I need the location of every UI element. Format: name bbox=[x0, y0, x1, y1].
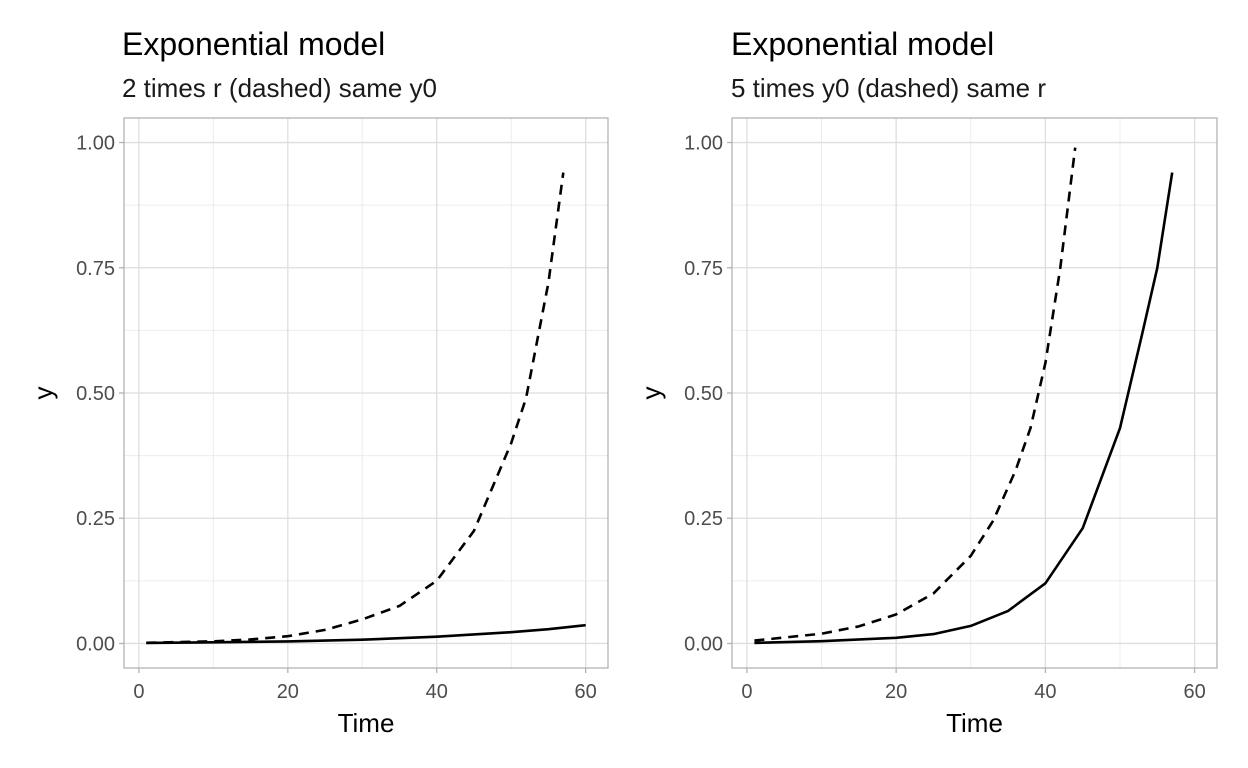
x-tick-label: 20 bbox=[277, 681, 299, 703]
x-tick-label: 0 bbox=[741, 681, 752, 703]
y-tick-label: 1.00 bbox=[684, 133, 723, 155]
chart-subtitle: 2 times r (dashed) same y0 bbox=[122, 73, 437, 103]
series-solid-line bbox=[754, 172, 1174, 645]
series-dashed-line bbox=[754, 147, 1077, 642]
y-tick-label: 0.00 bbox=[76, 633, 115, 655]
y-axis-label: y bbox=[28, 387, 58, 400]
y-tick-label: 0.25 bbox=[684, 508, 723, 530]
y-tick-label: 0.00 bbox=[684, 633, 723, 655]
chart-subtitle: 5 times y0 (dashed) same r bbox=[731, 73, 1046, 103]
y-tick-label: 0.50 bbox=[76, 383, 115, 405]
x-tick-label: 60 bbox=[1183, 681, 1205, 703]
panel-2: Exponential model 5 times y0 (dashed) sam… bbox=[636, 26, 1218, 738]
grid bbox=[124, 118, 608, 668]
y-tick-label: 0.50 bbox=[684, 383, 723, 405]
series-dashed-line bbox=[146, 172, 565, 645]
y-axis-label: y bbox=[636, 387, 666, 400]
y-tick-label: 1.00 bbox=[76, 133, 115, 155]
x-tick-label: 40 bbox=[1034, 681, 1056, 703]
grid bbox=[732, 118, 1217, 668]
x-tick-label: 40 bbox=[426, 681, 448, 703]
y-tick-label: 0.75 bbox=[76, 258, 115, 280]
chart-title: Exponential model bbox=[122, 26, 385, 62]
x-tick-label: 60 bbox=[575, 681, 597, 703]
x-axis-label: Time bbox=[946, 708, 1003, 738]
x-tick-label: 0 bbox=[133, 681, 144, 703]
y-tick-label: 0.75 bbox=[684, 258, 723, 280]
x-tick-label: 20 bbox=[885, 681, 907, 703]
x-axis-label: Time bbox=[338, 708, 395, 738]
y-tick-label: 0.25 bbox=[76, 508, 115, 530]
panel-1: Exponential model 2 times r (dashed) same… bbox=[28, 26, 609, 738]
chart-title: Exponential model bbox=[731, 26, 994, 62]
series-solid-line bbox=[146, 623, 586, 645]
